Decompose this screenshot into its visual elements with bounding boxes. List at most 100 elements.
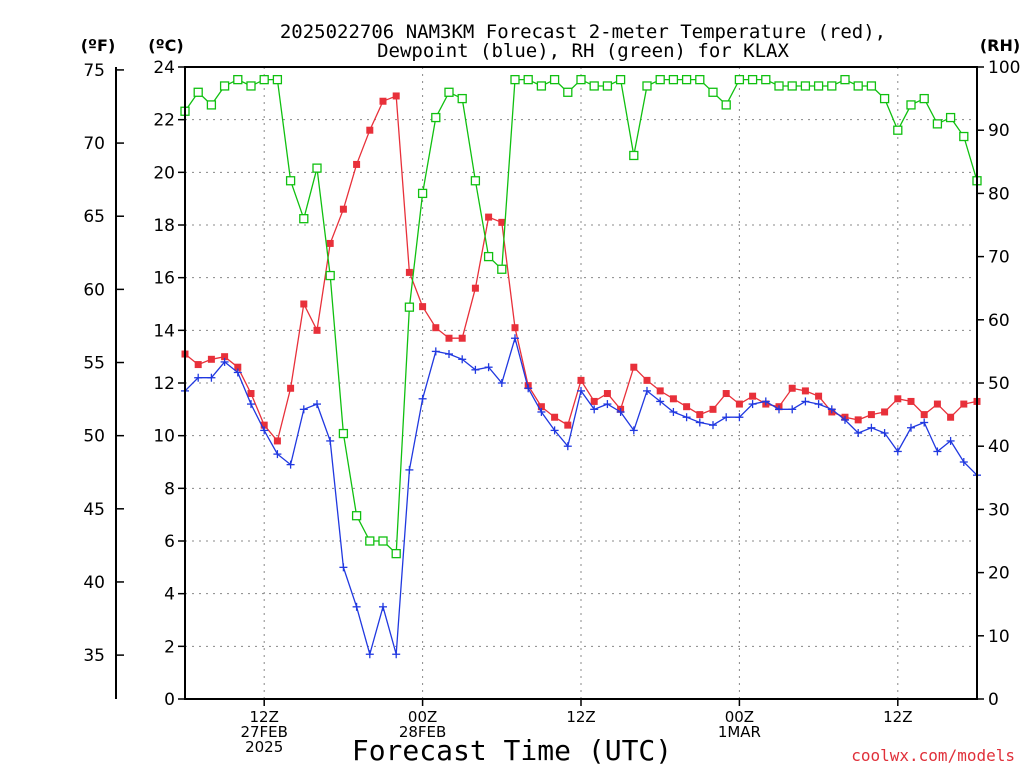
rh-point [444, 87, 454, 97]
temperature-point [551, 413, 559, 421]
celsius-tick-label: 14 [153, 321, 175, 341]
dewpoint-point [907, 423, 915, 432]
dewpoint-point [260, 426, 269, 435]
rh-point [391, 548, 401, 559]
dewpoint-point [484, 363, 493, 372]
time-tick-label2: 1MAR [718, 723, 761, 741]
rh-point [563, 87, 573, 97]
dewpoint-point [247, 400, 255, 409]
celsius-tick-label: 10 [153, 427, 175, 447]
rh-point [483, 251, 494, 262]
celsius-tick-label: 22 [153, 111, 175, 131]
temperature-point [313, 326, 321, 334]
dewpoint-point [418, 394, 427, 403]
dewpoint-point [761, 397, 770, 406]
dewpoint-point [722, 413, 731, 422]
dewpoint-point [537, 407, 546, 416]
rh-point [959, 131, 969, 142]
temperature-point [881, 408, 889, 416]
temperature-point [432, 324, 440, 332]
fahrenheit-tick-label: 45 [83, 500, 105, 520]
time-tick-label2: 27FEB [240, 723, 287, 741]
watermark: coolwx.com/models [851, 746, 1015, 765]
rh-point [272, 74, 283, 85]
dewpoint-point [511, 334, 519, 343]
dewpoint-point [207, 373, 216, 382]
temperature-point [458, 334, 466, 342]
dewpoint-point [365, 650, 374, 659]
temperature-point [894, 395, 902, 403]
rh-point [431, 112, 441, 123]
dewpoint-point [233, 368, 242, 377]
temperature-point [603, 390, 611, 398]
temperature-point [735, 400, 743, 408]
temperature-point [366, 126, 374, 134]
time-tick-label2: 28FEB [399, 723, 446, 741]
dewpoint-point [194, 373, 203, 382]
rh-point [681, 74, 692, 85]
dewpoint-point [497, 379, 506, 387]
fahrenheit-tick-label: 50 [83, 427, 105, 447]
temperature-point [656, 387, 664, 395]
time-tick-label1: 12Z [250, 708, 279, 726]
rh-tick-label: 30 [988, 500, 1010, 520]
temperature-point [234, 363, 242, 371]
dewpoint-point [458, 355, 467, 364]
dewpoint-point [841, 415, 849, 424]
dewpoint-point [656, 397, 665, 406]
dewpoint-point [471, 365, 480, 374]
dewpoint-point [563, 442, 572, 451]
temperature-point [392, 92, 400, 100]
dewpoint-point [577, 386, 585, 395]
time-tick-label1: 00Z [725, 708, 754, 726]
rh-axis: 0 10 20 30 40 50 60 70 80 90 100 [977, 58, 1020, 710]
dewpoint-point [814, 400, 823, 409]
rh-point [378, 536, 388, 546]
rh-axis-label: (RH) [980, 36, 1020, 55]
dewpoint-point [946, 436, 955, 445]
rh-point [219, 81, 230, 91]
dewpoint-point [339, 563, 348, 572]
temperature-point [194, 361, 202, 369]
rh-point [299, 214, 309, 224]
dewpoint-point [550, 426, 559, 435]
rh-point [879, 93, 890, 104]
dewpoint-point [920, 418, 929, 427]
fahrenheit-tick-label: 60 [83, 280, 105, 300]
temperature-point [696, 411, 704, 419]
dewpoint-point [326, 436, 335, 445]
temperature-point [669, 395, 677, 403]
temperature-point [630, 363, 638, 371]
rh-tick-label: 70 [988, 248, 1010, 268]
dewpoint-point [603, 400, 612, 409]
dewpoint-point [313, 400, 321, 409]
dewpoint-point [893, 447, 902, 456]
rh-point [470, 176, 481, 186]
rh-point [853, 81, 863, 91]
time-tick-label1: 00Z [408, 708, 437, 726]
dewpoint-point [643, 386, 651, 395]
rh-tick-label: 90 [988, 121, 1010, 141]
temperature-point [379, 97, 387, 105]
rh-point [365, 536, 375, 546]
rh-point [325, 270, 335, 281]
rh-point [497, 264, 507, 274]
temperature-point [815, 392, 823, 400]
rh-point [615, 74, 626, 85]
celsius-tick-label: 24 [153, 58, 175, 78]
temperature-point [643, 376, 651, 384]
celsius-tick-label: 4 [164, 585, 175, 605]
fahrenheit-tick-label: 75 [83, 61, 105, 81]
series-layer [180, 74, 982, 659]
dewpoint-point [735, 413, 744, 422]
temperature-point [577, 376, 585, 384]
rh-point [840, 74, 850, 85]
rh-point [774, 81, 784, 91]
temperature-point [485, 213, 493, 221]
celsius-tick-label: 6 [164, 532, 175, 552]
time-tick-label3: 2025 [245, 738, 283, 756]
rh-tick-label: 60 [988, 311, 1010, 331]
rh-tick-label: 80 [988, 184, 1010, 204]
dewpoint-point [590, 405, 599, 414]
dewpoint-point [379, 602, 387, 611]
